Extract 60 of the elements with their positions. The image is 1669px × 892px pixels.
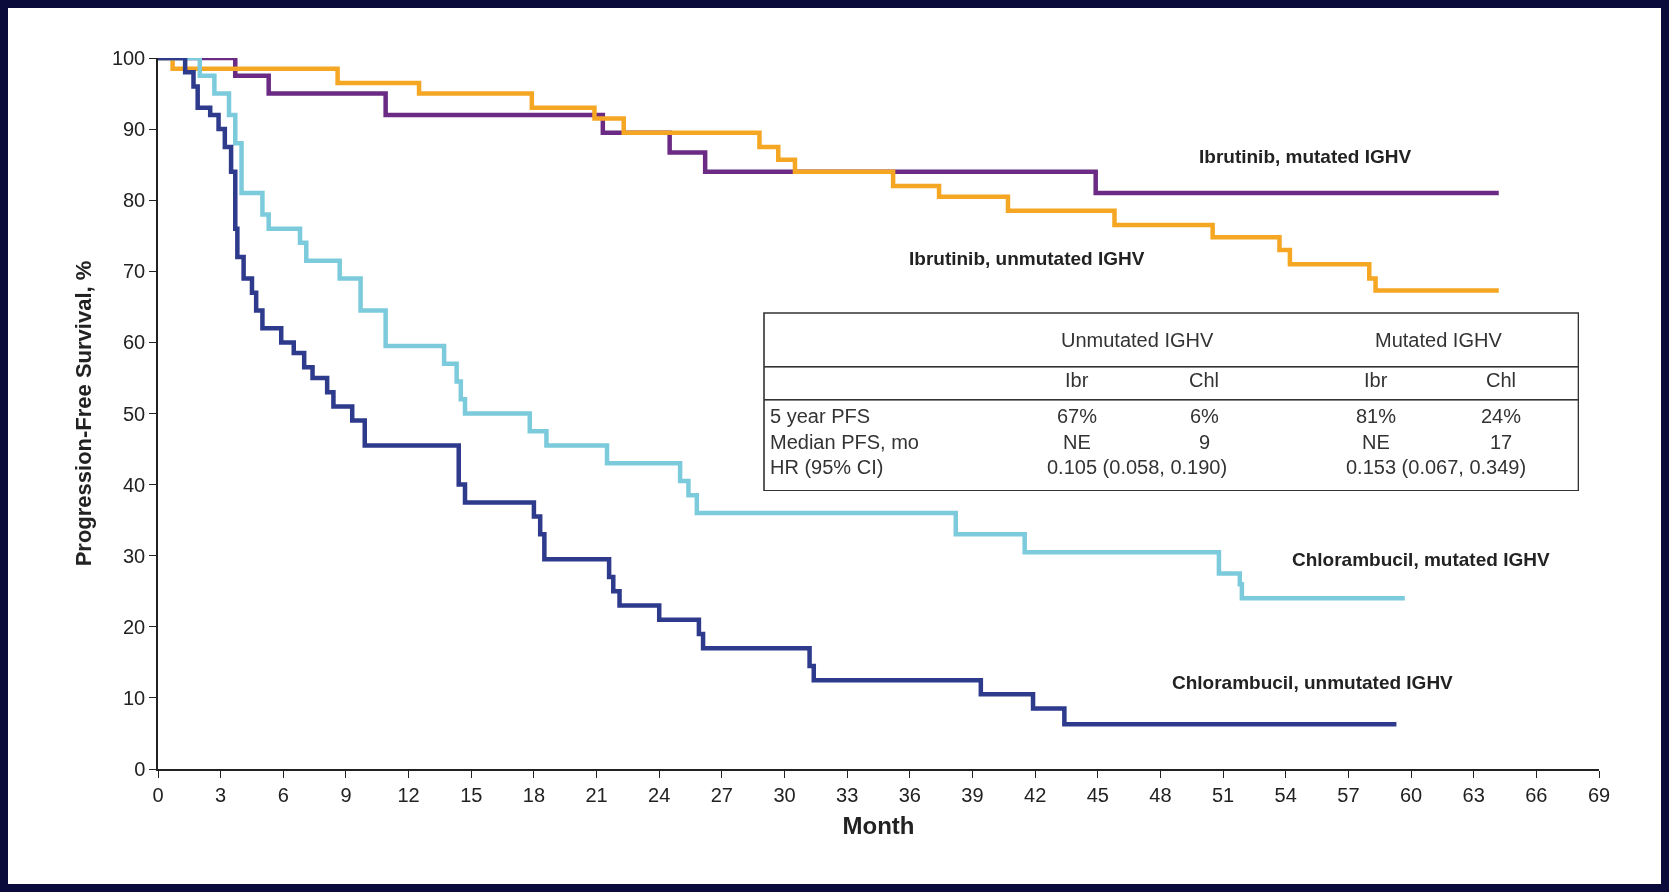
series-label: Ibrutinib, unmutated IGHV bbox=[909, 248, 1145, 269]
x-tick-label: 39 bbox=[961, 783, 984, 806]
x-tick-label: 24 bbox=[648, 783, 671, 806]
x-tick-label: 48 bbox=[1149, 783, 1172, 806]
x-tick-label: 63 bbox=[1462, 783, 1485, 806]
annotation: Chl bbox=[1486, 369, 1517, 391]
annotation: 9 bbox=[1199, 431, 1211, 453]
y-tick-label: 70 bbox=[123, 260, 146, 283]
series-label: Chlorambucil, mutated IGHV bbox=[1292, 549, 1550, 570]
annotation: Ibr bbox=[1364, 369, 1388, 391]
annotation: Mutated IGHV bbox=[1375, 329, 1503, 351]
x-tick-label: 27 bbox=[710, 783, 733, 806]
annotation: 17 bbox=[1490, 431, 1513, 453]
annotation: 0.105 (0.058, 0.190) bbox=[1047, 456, 1228, 478]
y-tick-label: 100 bbox=[111, 47, 146, 69]
y-tick-label: 80 bbox=[123, 189, 146, 212]
y-axis-title: Progression-Free Survival, % bbox=[71, 260, 97, 567]
y-tick-label: 30 bbox=[123, 544, 146, 567]
annotation: 81% bbox=[1356, 405, 1397, 427]
x-axis-title: Month bbox=[842, 811, 915, 839]
annotation: Chl bbox=[1189, 369, 1220, 391]
series-label: Chlorambucil, unmutated IGHV bbox=[1172, 672, 1454, 693]
x-tick-label: 60 bbox=[1399, 783, 1423, 806]
annotation: Ibr bbox=[1065, 369, 1089, 391]
x-tick-label: 9 bbox=[340, 783, 352, 806]
x-tick-label: 69 bbox=[1587, 783, 1611, 806]
x-tick-label: 57 bbox=[1337, 783, 1360, 806]
x-tick-label: 66 bbox=[1525, 783, 1548, 806]
x-tick-label: 45 bbox=[1086, 783, 1109, 806]
x-tick-label: 36 bbox=[898, 783, 921, 806]
annotation: NE bbox=[1362, 431, 1390, 453]
annotation: Unmutated IGHV bbox=[1061, 329, 1214, 351]
annotation: Median PFS, mo bbox=[770, 431, 919, 453]
x-tick-label: 42 bbox=[1024, 783, 1047, 806]
x-tick-label: 30 bbox=[773, 783, 796, 806]
annotation: NE bbox=[1063, 431, 1091, 453]
y-tick-label: 0 bbox=[134, 758, 146, 780]
x-tick-label: 21 bbox=[585, 783, 608, 806]
x-tick-label: 54 bbox=[1274, 783, 1297, 806]
series-label: Ibrutinib, mutated IGHV bbox=[1199, 146, 1412, 167]
y-tick-label: 40 bbox=[123, 473, 146, 496]
x-tick-label: 12 bbox=[397, 783, 420, 806]
x-tick-label: 33 bbox=[836, 783, 859, 806]
x-tick-label: 0 bbox=[152, 783, 164, 806]
annotation: HR (95% CI) bbox=[770, 456, 884, 478]
y-tick-label: 10 bbox=[123, 686, 146, 709]
x-tick-label: 51 bbox=[1211, 783, 1235, 806]
annotation: 67% bbox=[1057, 405, 1098, 427]
y-tick-label: 90 bbox=[123, 118, 146, 141]
annotation: 24% bbox=[1481, 405, 1522, 427]
annotation: 6% bbox=[1190, 405, 1220, 427]
annotation: 0.153 (0.067, 0.349) bbox=[1346, 456, 1527, 478]
x-tick-label: 6 bbox=[277, 783, 289, 806]
x-tick-label: 18 bbox=[522, 783, 546, 806]
annotation: 5 year PFS bbox=[770, 405, 871, 427]
y-tick-label: 20 bbox=[123, 615, 146, 638]
x-tick-label: 3 bbox=[215, 783, 227, 806]
y-tick-label: 60 bbox=[123, 331, 146, 354]
x-tick-label: 15 bbox=[460, 783, 483, 806]
y-tick-label: 50 bbox=[123, 402, 146, 425]
